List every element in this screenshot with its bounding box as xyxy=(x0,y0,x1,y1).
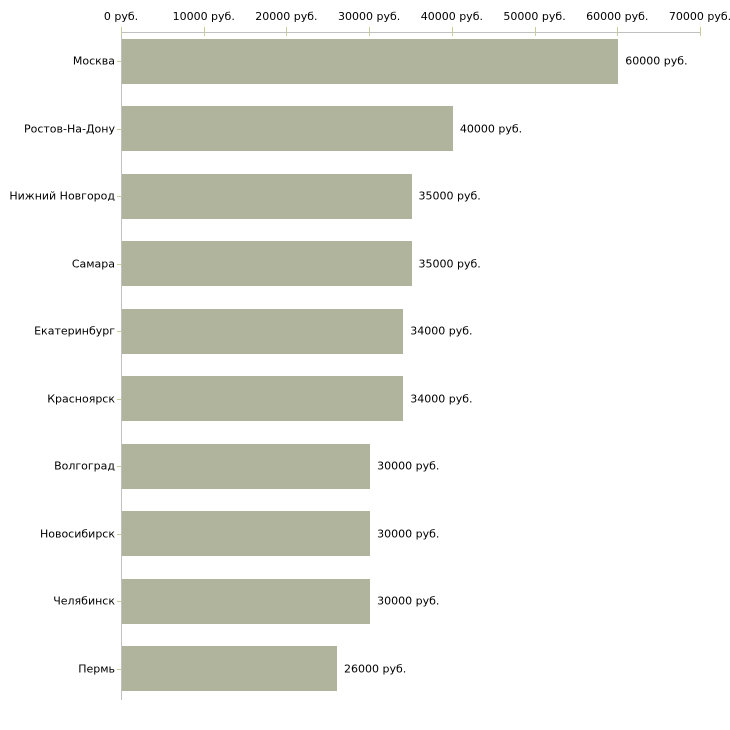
x-axis-tick-mark xyxy=(700,27,701,36)
bar-value-label: 30000 руб. xyxy=(377,527,440,541)
x-axis-tick-label: 30000 руб. xyxy=(338,10,401,23)
category-label: Нижний Новгород xyxy=(9,189,115,203)
bar-value-label: 30000 руб. xyxy=(377,459,440,473)
x-axis-tick-label: 20000 руб. xyxy=(255,10,318,23)
x-axis-tick-mark xyxy=(617,27,619,36)
bar-value-label: 35000 руб. xyxy=(418,257,481,271)
x-axis-tick-label: 40000 руб. xyxy=(420,10,483,23)
category-label: Новосибирск xyxy=(39,527,115,541)
bar-row: Москва 60000 руб. xyxy=(0,38,730,84)
x-axis-tick-label: 70000 руб. xyxy=(668,10,730,23)
x-axis-tick-mark xyxy=(369,27,371,36)
bar xyxy=(122,106,453,152)
bar-row: Красноярск 34000 руб. xyxy=(0,376,730,422)
bar-row: Волгоград 30000 руб. xyxy=(0,443,730,489)
bar-row: Челябинск 30000 руб. xyxy=(0,578,730,624)
bar-value-label: 60000 руб. xyxy=(625,54,688,68)
bar xyxy=(122,511,371,557)
category-label: Челябинск xyxy=(53,594,115,608)
category-tick-mark xyxy=(117,61,121,62)
x-axis-tick-mark xyxy=(286,27,288,36)
y-axis-line xyxy=(121,32,122,700)
x-axis-tick-label: 10000 руб. xyxy=(172,10,235,23)
x-axis-line xyxy=(121,32,700,33)
category-tick-mark xyxy=(117,196,121,198)
category-label: Красноярск xyxy=(47,392,115,406)
category-tick-mark xyxy=(117,398,121,400)
bar xyxy=(122,308,404,354)
bar-row: Ростов-На-Дону 40000 руб. xyxy=(0,106,730,152)
category-label: Волгоград xyxy=(54,459,115,473)
x-axis-tick-mark xyxy=(534,27,536,36)
category-tick-mark xyxy=(117,331,121,333)
category-label: Пермь xyxy=(78,662,115,676)
category-tick-mark xyxy=(117,668,121,670)
bar-value-label: 30000 руб. xyxy=(377,594,440,608)
bar-row: Пермь 26000 руб. xyxy=(0,646,730,692)
bar xyxy=(122,646,338,692)
bar xyxy=(122,578,371,624)
bar-value-label: 35000 руб. xyxy=(418,189,481,203)
bar-row: Нижний Новгород 35000 руб. xyxy=(0,173,730,219)
category-label: Москва xyxy=(72,54,115,68)
x-axis-tick-label: 50000 руб. xyxy=(503,10,566,23)
x-axis-tick-mark xyxy=(451,27,453,36)
bar xyxy=(122,173,412,219)
category-label: Самара xyxy=(71,257,115,271)
category-tick-mark xyxy=(117,128,121,130)
x-axis-tick-label: 0 руб. xyxy=(103,10,139,23)
x-axis-tick-mark xyxy=(203,27,205,36)
bar xyxy=(122,38,619,84)
category-tick-mark xyxy=(117,263,121,265)
bar-value-label: 26000 руб. xyxy=(344,662,407,676)
category-tick-mark xyxy=(117,601,121,603)
bar-value-label: 40000 руб. xyxy=(459,122,523,136)
bar xyxy=(122,241,412,287)
category-label: Ростов-На-Дону xyxy=(23,122,115,136)
bar-value-label: 34000 руб. xyxy=(410,392,473,406)
bar xyxy=(122,376,404,422)
bar-row: Екатеринбург 34000 руб. xyxy=(0,308,730,354)
category-tick-mark xyxy=(117,466,121,468)
bar xyxy=(122,443,371,489)
category-label: Екатеринбург xyxy=(34,324,115,338)
bar-value-label: 34000 руб. xyxy=(410,324,473,338)
x-axis-tick-label: 60000 руб. xyxy=(586,10,649,23)
x-axis-tick-mark xyxy=(121,27,122,36)
bar-row: Самара 35000 руб. xyxy=(0,241,730,287)
bar-row: Новосибирск 30000 руб. xyxy=(0,511,730,557)
category-tick-mark xyxy=(117,533,121,535)
